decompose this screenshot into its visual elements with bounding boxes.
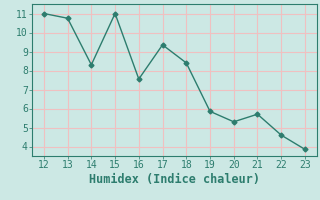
X-axis label: Humidex (Indice chaleur): Humidex (Indice chaleur) bbox=[89, 173, 260, 186]
